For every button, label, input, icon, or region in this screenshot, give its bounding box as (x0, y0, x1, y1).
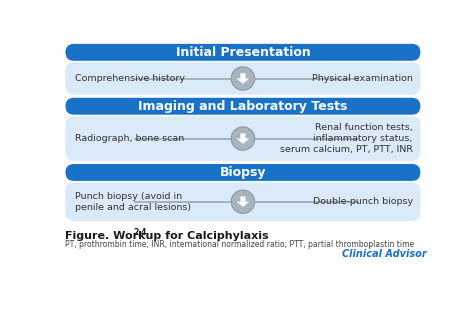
Text: Punch biopsy (avoid in
penile and acral lesions): Punch biopsy (avoid in penile and acral … (75, 192, 191, 212)
Text: Double-punch biopsy: Double-punch biopsy (312, 197, 413, 206)
FancyBboxPatch shape (65, 182, 420, 221)
Text: Comprehensive history: Comprehensive history (75, 74, 185, 83)
Text: Initial Presentation: Initial Presentation (175, 46, 310, 59)
Circle shape (231, 127, 255, 150)
Text: Physical examination: Physical examination (312, 74, 413, 83)
Circle shape (232, 128, 254, 149)
FancyBboxPatch shape (65, 116, 420, 161)
Circle shape (232, 191, 254, 212)
Polygon shape (237, 197, 249, 207)
FancyBboxPatch shape (65, 98, 420, 115)
Text: Biopsy: Biopsy (219, 166, 266, 179)
Text: Figure. Workup for Calciphylaxis: Figure. Workup for Calciphylaxis (65, 232, 269, 241)
Text: Imaging and Laboratory Tests: Imaging and Laboratory Tests (138, 100, 347, 113)
Polygon shape (237, 133, 249, 144)
Polygon shape (237, 73, 249, 84)
FancyBboxPatch shape (65, 44, 420, 61)
FancyBboxPatch shape (65, 164, 420, 181)
Text: PT, prothrombin time; INR, international normalized ratio; PTT, partial thrombop: PT, prothrombin time; INR, international… (65, 240, 415, 249)
Circle shape (231, 67, 255, 90)
FancyBboxPatch shape (65, 62, 420, 95)
Text: Renal function tests,
inflammatory status,
serum calcium, PT, PTT, INR: Renal function tests, inflammatory statu… (280, 123, 413, 154)
Text: Radiograph, bone scan: Radiograph, bone scan (75, 134, 184, 143)
Text: 2,4: 2,4 (133, 228, 146, 237)
Circle shape (232, 68, 254, 89)
Text: Clinical Advisor: Clinical Advisor (342, 249, 427, 259)
Circle shape (231, 190, 255, 213)
